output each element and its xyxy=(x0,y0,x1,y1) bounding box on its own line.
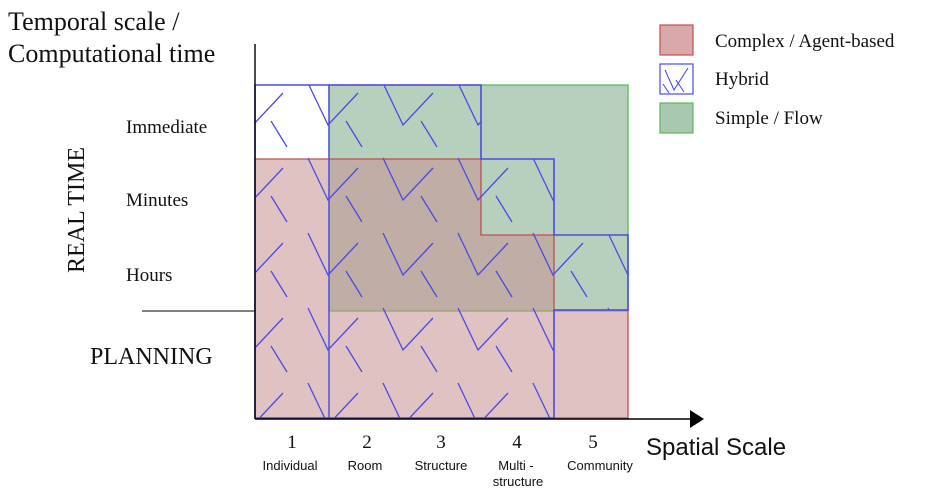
spatial-level-2-name: Room xyxy=(348,458,383,473)
legend-swatch-complex xyxy=(659,24,694,56)
legend: Complex / Agent-based Hybrid Simple / Fl… xyxy=(659,24,895,134)
y-axis-title-line1: Temporal scale / xyxy=(8,7,180,36)
time-level-hours: Hours xyxy=(126,265,172,286)
y-axis-title-line2: Computational time xyxy=(8,39,215,68)
hybrid-region xyxy=(254,84,629,419)
legend-label-hybrid: Hybrid xyxy=(715,69,769,90)
spatial-level-5-number: 5 xyxy=(588,432,598,453)
spatial-level-4-name-line1: Multi - xyxy=(498,458,533,473)
spatial-level-3-number: 3 xyxy=(436,432,446,453)
spatial-level-2-number: 2 xyxy=(362,432,372,453)
x-axis-title: Spatial Scale xyxy=(646,434,786,461)
spatial-level-4-name-line2: structure xyxy=(493,474,544,488)
legend-swatch-simple xyxy=(659,102,694,134)
legend-label-complex: Complex / Agent-based xyxy=(715,31,895,52)
real-time-label: REAL TIME xyxy=(64,147,90,273)
time-level-immediate: Immediate xyxy=(126,117,207,138)
legend-label-simple: Simple / Flow xyxy=(715,108,823,129)
legend-swatch-hybrid-hatch xyxy=(662,67,689,94)
spatial-level-1-name: Individual xyxy=(263,458,318,473)
time-level-minutes: Minutes xyxy=(126,190,188,211)
x-axis-arrow xyxy=(690,410,704,428)
spatial-level-5-name: Community xyxy=(567,458,633,473)
planning-label: PLANNING xyxy=(90,344,213,370)
spatial-level-1-number: 1 xyxy=(287,432,297,453)
spatial-level-3-name: Structure xyxy=(415,458,468,473)
spatial-level-4-number: 4 xyxy=(512,432,522,453)
